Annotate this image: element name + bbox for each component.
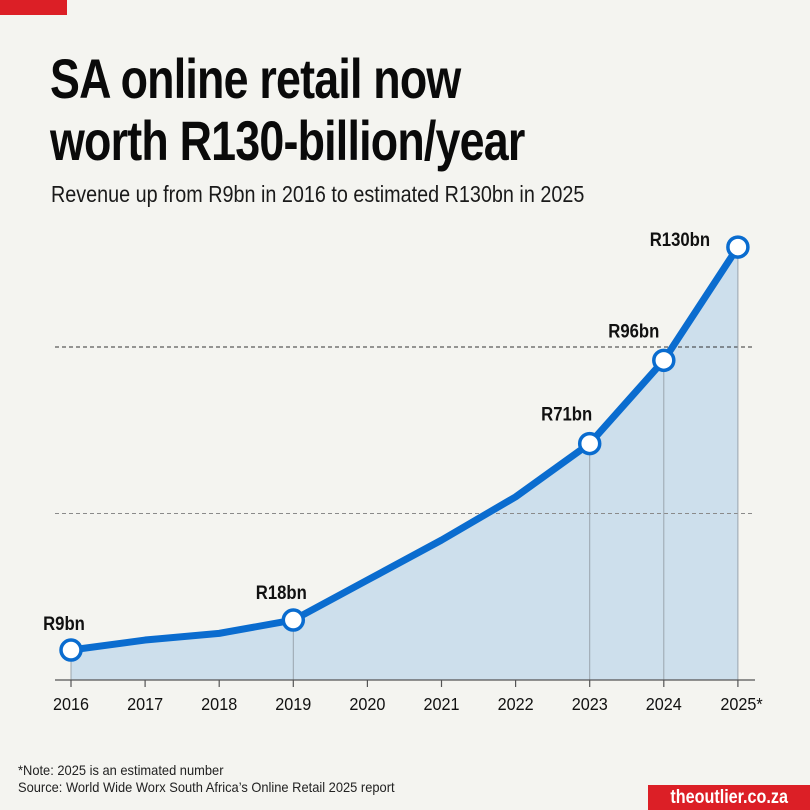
x-tick-label: 2021 <box>423 694 459 714</box>
subtitle: Revenue up from R9bn in 2016 to estimate… <box>51 181 585 207</box>
area-fill <box>71 247 738 680</box>
page-title: SA online retail now worth R130-billion/… <box>50 48 770 172</box>
data-point-marker <box>726 235 750 259</box>
x-tick-label: 2024 <box>646 694 682 714</box>
x-tick-label: 2018 <box>201 694 237 714</box>
x-tick-label: 2022 <box>498 694 534 714</box>
data-label: R71bn <box>541 404 592 425</box>
x-tick-label: 2017 <box>127 694 163 714</box>
data-label: R9bn <box>43 613 85 634</box>
footnote: *Note: 2025 is an estimated number Sourc… <box>18 762 395 796</box>
data-label: R96bn <box>608 320 659 341</box>
title-line-2: worth R130-billion/year <box>50 109 525 172</box>
x-tick-label: 2019 <box>275 694 311 714</box>
data-point-marker <box>652 348 676 373</box>
brand-accent-bar <box>0 0 67 15</box>
data-label: R130bn <box>650 229 710 250</box>
data-point-marker <box>59 638 83 662</box>
data-point-marker <box>577 431 602 456</box>
x-tick-label: 2025* <box>720 694 763 714</box>
source-text: Source: World Wide Worx South Africa’s O… <box>18 779 395 795</box>
x-tick-label: 2020 <box>349 694 385 714</box>
data-label: R18bn <box>256 582 307 603</box>
brand-label: theoutlier.co.za <box>670 787 788 808</box>
data-point-marker <box>281 608 306 632</box>
brand-badge[interactable]: theoutlier.co.za <box>648 785 810 810</box>
x-tick-label: 2016 <box>53 694 89 714</box>
note-text: *Note: 2025 is an estimated number <box>18 762 224 778</box>
x-tick-label: 2023 <box>572 694 608 714</box>
title-line-1: SA online retail now <box>50 47 461 110</box>
data-line <box>67 243 742 654</box>
